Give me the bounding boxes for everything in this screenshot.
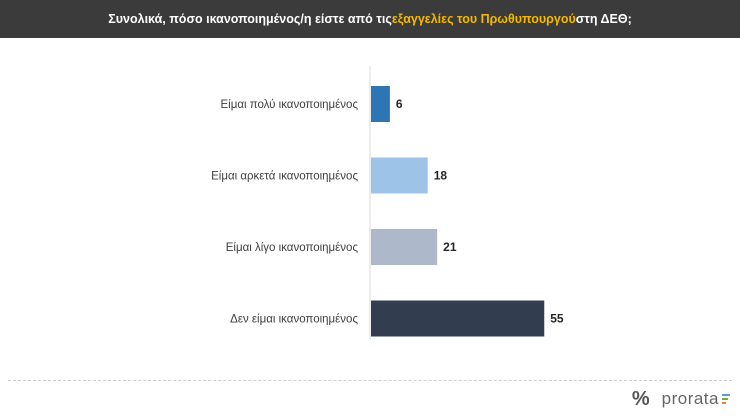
- category-label: Δεν είμαι ικανοποιημένος: [230, 314, 358, 326]
- bar: [371, 300, 545, 337]
- bar-chart: Είμαι πολύ ικανοποιημένος 6 Είμαι αρκετά ι…: [211, 66, 564, 340]
- chart-title: Συνολικά, πόσο ικανοποιημένος/η είστε απ…: [0, 0, 740, 38]
- title-text-pre: Συνολικά, πόσο ικανοποιημένος/η είστε απ…: [108, 12, 392, 26]
- category-label: Είμαι αρκετά ικανοποιημένος: [211, 171, 358, 183]
- bar: [371, 86, 390, 122]
- title-text-post: στη ΔΕΘ;: [575, 12, 632, 26]
- data-label: 21: [443, 240, 457, 254]
- category-label: Είμαι πολύ ικανοποιημένος: [220, 99, 358, 111]
- logo-bar-3: [722, 402, 726, 404]
- bar: [371, 229, 438, 265]
- data-label: 18: [434, 169, 448, 183]
- logo-bar-2: [722, 398, 728, 400]
- data-label: 55: [550, 312, 564, 326]
- data-label: 6: [396, 97, 403, 111]
- footer-divider: [8, 380, 732, 381]
- bar: [371, 157, 428, 194]
- category-label: Είμαι λίγο ικανοποιημένος: [226, 242, 359, 254]
- prorata-logo: % prorata: [632, 388, 730, 410]
- logo-bar-1: [722, 394, 730, 396]
- percent-icon: %: [631, 387, 650, 410]
- title-text-highlight: εξαγγελίες του Πρωθυπουργού: [391, 12, 576, 26]
- logo-bars-icon: [722, 394, 730, 404]
- logo-wordmark: prorata: [661, 389, 719, 408]
